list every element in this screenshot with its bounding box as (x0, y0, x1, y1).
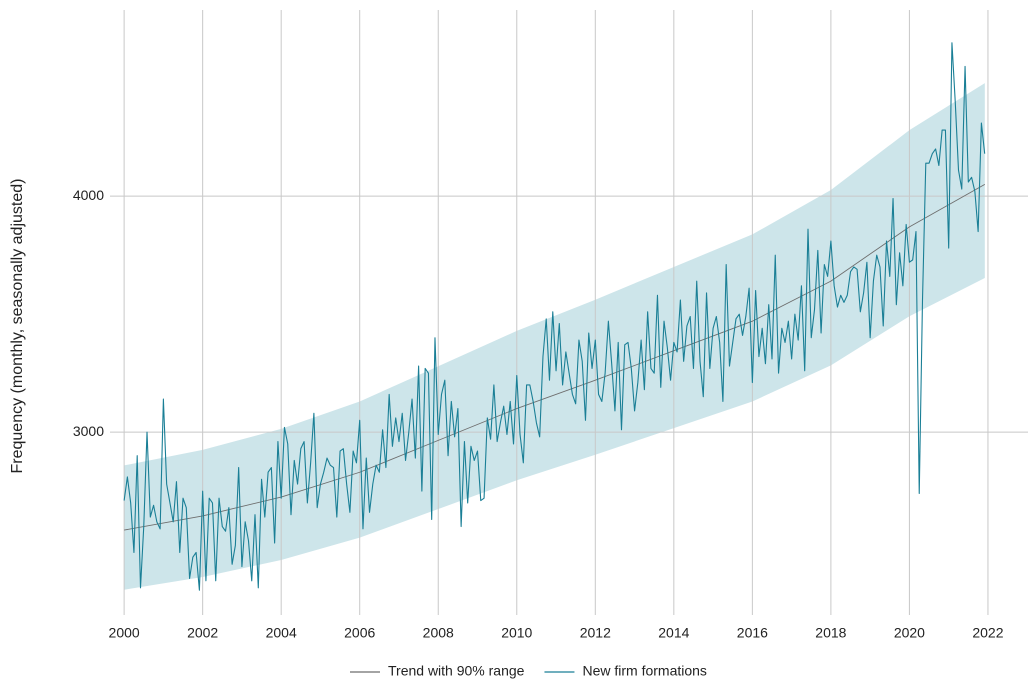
x-tick-label: 2000 (109, 625, 140, 641)
x-tick-label: 2004 (266, 625, 297, 641)
x-tick-label: 2008 (423, 625, 454, 641)
x-tick-label: 2014 (658, 625, 689, 641)
x-tick-label: 2002 (187, 625, 218, 641)
legend-label: New firm formations (582, 663, 706, 679)
x-tick-label: 2012 (580, 625, 611, 641)
x-tick-label: 2020 (894, 625, 925, 641)
x-tick-label: 2016 (737, 625, 768, 641)
y-axis-label: Frequency (monthly, seasonally adjusted) (9, 179, 26, 474)
y-tick-label: 4000 (73, 187, 104, 203)
x-tick-label: 2018 (815, 625, 846, 641)
x-tick-label: 2006 (344, 625, 375, 641)
x-tick-label: 2022 (972, 625, 1003, 641)
series-line (123, 42, 986, 591)
legend-label: Trend with 90% range (388, 663, 525, 679)
x-tick-label: 2010 (501, 625, 532, 641)
series-line (124, 183, 986, 531)
y-tick-label: 3000 (73, 423, 104, 439)
